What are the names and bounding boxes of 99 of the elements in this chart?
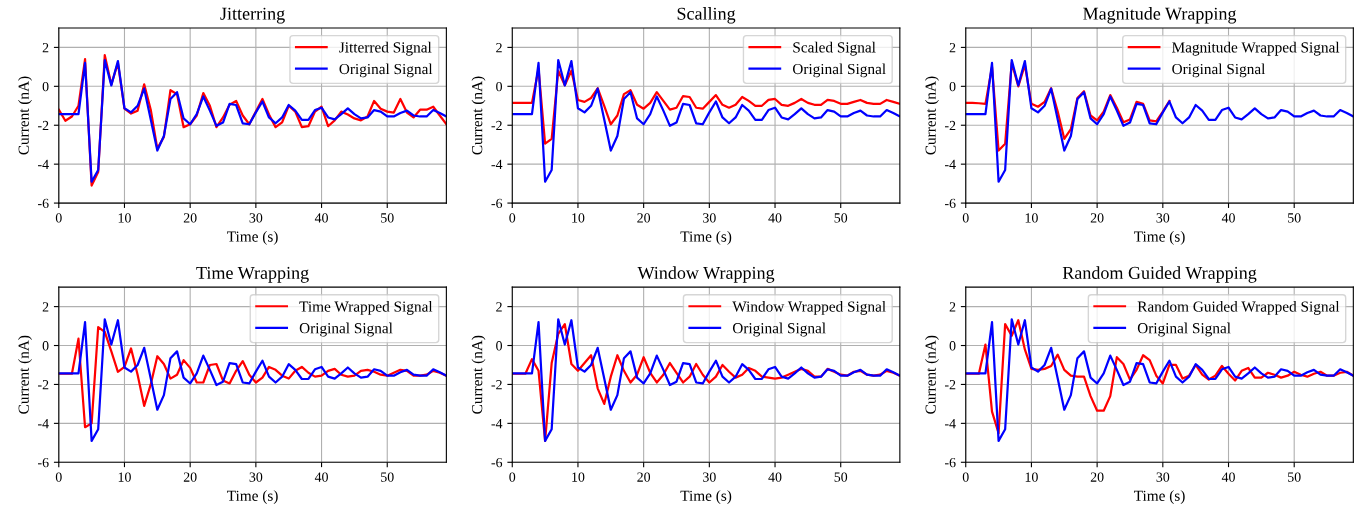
x-tick-label: 20 <box>637 213 651 223</box>
y-tick-label: -2 <box>38 380 49 390</box>
x-tick-label: 30 <box>703 213 716 223</box>
chart-title: Jitterring <box>220 7 285 24</box>
legend-label: Window Wrapped Signal <box>732 300 886 315</box>
y-tick-label: -2 <box>491 120 502 131</box>
y-tick-label: 0 <box>496 341 503 351</box>
x-tick-label: 50 <box>1288 472 1301 482</box>
legend-label: Original Signal <box>1172 63 1266 78</box>
y-tick-label: -4 <box>491 159 503 169</box>
x-tick-label: 20 <box>637 472 651 482</box>
x-tick-label: 40 <box>1221 472 1235 482</box>
y-tick-label: 2 <box>949 302 956 312</box>
chart-title: Random Guided Wrapping <box>1062 266 1257 283</box>
x-tick-label: 10 <box>1025 472 1038 482</box>
y-tick-label: 2 <box>949 43 956 53</box>
x-tick-label: 10 <box>118 213 131 223</box>
y-tick-label: -4 <box>944 159 956 169</box>
y-tick-label: 0 <box>496 81 503 92</box>
x-tick-label: 20 <box>1090 472 1104 482</box>
y-tick-label: 0 <box>42 341 49 351</box>
legend-label: Original Signal <box>299 322 393 337</box>
chart-title: Scalling <box>677 7 736 24</box>
x-tick-label: 10 <box>118 472 131 482</box>
y-tick-label: 2 <box>496 43 502 53</box>
x-tick-label: 10 <box>572 472 585 482</box>
x-tick-label: 30 <box>1156 472 1170 482</box>
x-axis-title: Time (s) <box>680 230 732 245</box>
x-tick-label: 0 <box>509 213 516 223</box>
x-tick-label: 30 <box>703 472 716 482</box>
y-tick-label: -6 <box>944 198 956 209</box>
line-series <box>965 58 1354 183</box>
legend-label: Original Signal <box>732 322 826 337</box>
y-tick-label: -2 <box>491 380 502 390</box>
y-tick-label: -2 <box>944 380 956 390</box>
legend-label: Original Signal <box>792 63 886 78</box>
x-tick-label: 0 <box>962 213 969 223</box>
y-tick-label: -4 <box>491 419 503 429</box>
y-axis-title: Current (nA) <box>925 335 939 414</box>
x-axis-title: Time (s) <box>227 230 278 245</box>
y-axis-title: Current (nA) <box>471 335 486 414</box>
y-tick-label: -2 <box>38 120 49 131</box>
legend-label: Original Signal <box>1137 322 1231 337</box>
line-series <box>512 58 900 183</box>
y-tick-label: -6 <box>38 457 49 468</box>
y-tick-label: -6 <box>38 198 49 209</box>
x-tick-label: 0 <box>55 213 62 223</box>
y-tick-label: 0 <box>42 81 49 92</box>
x-tick-label: 40 <box>768 472 782 482</box>
y-axis-title: Current (nA) <box>18 76 32 155</box>
x-tick-label: 10 <box>572 213 585 223</box>
x-tick-label: 30 <box>249 213 263 223</box>
x-tick-label: 0 <box>509 472 516 482</box>
x-tick-label: 0 <box>962 472 969 482</box>
x-tick-label: 20 <box>183 213 197 223</box>
y-axis-title: Current (nA) <box>471 76 486 155</box>
y-tick-label: -6 <box>491 457 503 468</box>
y-tick-label: 0 <box>949 341 956 351</box>
legend-label: Random Guided Wrapped Signal <box>1137 300 1340 315</box>
x-axis-title: Time (s) <box>1133 490 1185 505</box>
x-tick-label: 10 <box>1025 213 1038 223</box>
chart-title: Magnitude Wrapping <box>1083 7 1237 24</box>
x-tick-label: 0 <box>55 472 62 482</box>
y-tick-label: 2 <box>496 302 502 312</box>
x-tick-label: 20 <box>1090 213 1104 223</box>
x-tick-label: 50 <box>834 472 848 482</box>
x-tick-label: 40 <box>314 213 328 223</box>
y-tick-label: -4 <box>38 159 49 169</box>
legend-label: Original Signal <box>339 63 433 78</box>
x-tick-label: 30 <box>249 472 263 482</box>
x-axis-title: Time (s) <box>680 490 732 505</box>
x-tick-label: 40 <box>314 472 328 482</box>
legend-label: Scaled Signal <box>793 41 876 56</box>
y-tick-label: 2 <box>42 302 49 312</box>
legend-label: Time Wrapped Signal <box>299 300 433 315</box>
x-tick-label: 30 <box>1156 213 1170 223</box>
y-tick-label: -2 <box>944 120 956 131</box>
y-tick-label: 2 <box>42 43 49 53</box>
y-tick-label: -6 <box>491 198 503 209</box>
chart-title: Window Wrapping <box>637 266 775 283</box>
y-tick-label: -4 <box>38 419 49 429</box>
y-tick-label: 0 <box>949 81 956 92</box>
y-axis-title: Current (nA) <box>925 76 939 155</box>
y-tick-label: -6 <box>944 457 956 468</box>
x-tick-label: 40 <box>1221 213 1235 223</box>
x-tick-label: 50 <box>381 213 394 223</box>
chart-title: Time Wrapping <box>196 266 309 283</box>
x-axis-title: Time (s) <box>227 490 278 505</box>
x-axis-title: Time (s) <box>1133 230 1185 245</box>
x-tick-label: 50 <box>381 472 394 482</box>
x-tick-label: 50 <box>1288 213 1301 223</box>
y-tick-label: -4 <box>944 419 956 429</box>
legend-label: Magnitude Wrapped Signal <box>1172 41 1340 56</box>
x-tick-label: 50 <box>834 213 848 223</box>
x-tick-label: 40 <box>768 213 782 223</box>
x-tick-label: 20 <box>183 472 197 482</box>
legend-label: Jitterred Signal <box>339 41 432 56</box>
y-axis-title: Current (nA) <box>18 335 32 414</box>
line-series <box>58 318 447 442</box>
